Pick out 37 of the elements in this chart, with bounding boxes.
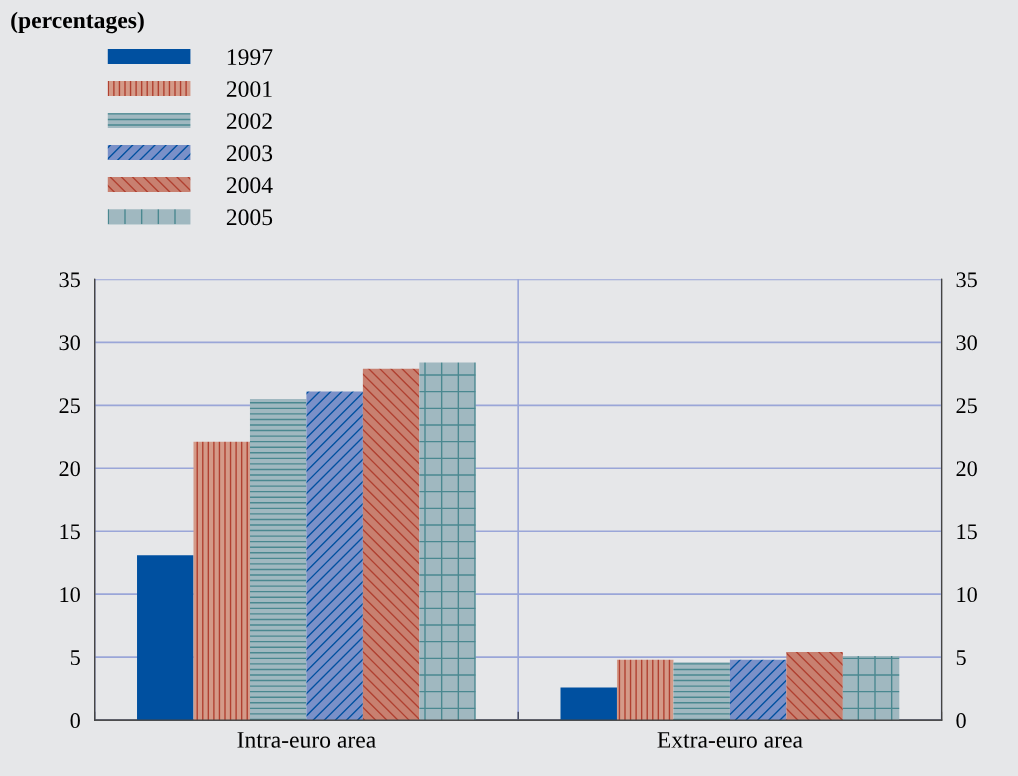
bar [137,555,194,721]
bar [560,687,617,721]
bar [419,362,476,721]
y-tick-label: 0 [70,713,80,729]
y2-tick-label: 20 [956,461,977,477]
y-tick-label: 15 [60,524,80,540]
bar [306,391,363,721]
chart-title: (percentages) [11,11,144,34]
y2-tick-label: 25 [956,398,977,414]
bar [786,652,843,721]
bar [362,368,420,721]
legend-label: 1997 [227,49,273,66]
bar [842,655,900,721]
legend-label: 2001 [226,81,272,98]
bar [616,659,674,721]
y-tick-label: 25 [59,398,80,414]
bar [673,662,730,721]
bar [249,399,307,721]
y-tick-label: 10 [60,587,80,603]
y2-tick-label: 15 [957,524,977,540]
bar [193,441,250,721]
x-tick-label: Intra-euro area [237,732,376,748]
legend-label: 2005 [226,209,273,226]
y-tick-label: 35 [59,272,80,288]
y-tick-label: 30 [59,335,80,351]
y-tick-label: 5 [70,650,80,666]
y2-tick-label: 0 [956,713,966,729]
legend-label: 2004 [226,177,273,194]
y2-tick-label: 35 [956,272,977,288]
bar [729,659,787,721]
y-tick-label: 20 [59,461,80,477]
y2-tick-label: 30 [956,335,977,351]
x-tick-label: Extra-euro area [657,732,803,748]
y2-tick-label: 5 [956,650,966,666]
y2-tick-label: 10 [957,587,977,603]
legend-label: 2003 [226,145,273,162]
legend-label: 2002 [226,113,272,130]
